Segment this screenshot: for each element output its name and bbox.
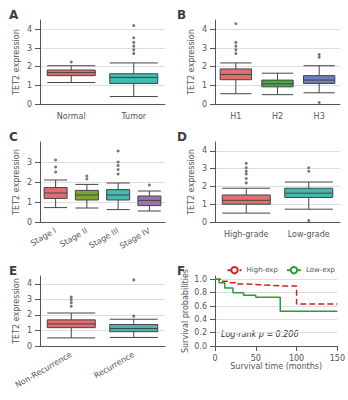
svg-text:0: 0: [27, 218, 32, 227]
svg-text:0: 0: [27, 100, 32, 109]
svg-text:TET2 expression: TET2 expression: [12, 29, 21, 96]
svg-text:4: 4: [202, 25, 207, 34]
svg-text:2: 2: [202, 62, 207, 71]
svg-text:H1: H1: [230, 112, 241, 121]
svg-text:Normal: Normal: [57, 112, 86, 121]
svg-text:0: 0: [212, 354, 217, 363]
svg-text:H3: H3: [314, 112, 325, 121]
svg-text:TET2 expression: TET2 expression: [187, 29, 196, 96]
svg-text:3: 3: [27, 295, 32, 304]
svg-text:0.4: 0.4: [194, 315, 207, 324]
svg-text:3: 3: [202, 164, 207, 173]
svg-text:Low-grade: Low-grade: [288, 230, 330, 239]
svg-text:Non-Recurrence: Non-Recurrence: [14, 350, 74, 390]
svg-text:Stage IV: Stage IV: [118, 226, 152, 251]
svg-text:0.2: 0.2: [194, 328, 207, 337]
svg-text:1: 1: [27, 326, 32, 335]
svg-text:0: 0: [202, 218, 207, 227]
svg-text:Survival time (months): Survival time (months): [230, 362, 322, 371]
svg-text:1: 1: [27, 81, 32, 90]
svg-text:TET2 expression: TET2 expression: [187, 149, 196, 216]
svg-text:4: 4: [27, 25, 32, 34]
svg-text:Low-exp: Low-exp: [306, 266, 336, 274]
svg-text:3: 3: [27, 158, 32, 167]
svg-text:0: 0: [202, 100, 207, 109]
svg-text:3: 3: [27, 44, 32, 53]
svg-text:B: B: [177, 8, 186, 22]
svg-text:High-grade: High-grade: [224, 230, 269, 239]
svg-text:C: C: [9, 130, 18, 144]
svg-text:1: 1: [202, 81, 207, 90]
svg-text:50: 50: [251, 354, 261, 363]
svg-text:0.6: 0.6: [194, 302, 207, 311]
svg-text:0.0: 0.0: [194, 342, 207, 351]
svg-text:4: 4: [202, 146, 207, 155]
svg-text:A: A: [9, 8, 19, 22]
svg-text:Stage I: Stage I: [29, 226, 58, 248]
svg-text:Stage III: Stage III: [88, 226, 121, 250]
svg-text:F: F: [177, 264, 185, 278]
svg-text:2: 2: [27, 310, 32, 319]
svg-text:2: 2: [27, 178, 32, 187]
svg-text:1.0: 1.0: [194, 275, 207, 284]
svg-text:H2: H2: [272, 112, 283, 121]
svg-text:TET2 expression: TET2 expression: [12, 278, 21, 345]
svg-text:Recurrence: Recurrence: [92, 350, 136, 380]
svg-text:Survival probabilities: Survival probabilities: [181, 269, 190, 353]
svg-text:E: E: [9, 264, 17, 278]
svg-text:High-exp: High-exp: [247, 266, 279, 274]
svg-text:Tumor: Tumor: [120, 112, 146, 121]
svg-text:TET2 expression: TET2 expression: [12, 149, 21, 216]
svg-text:100: 100: [289, 354, 304, 363]
svg-text:0.8: 0.8: [194, 288, 207, 297]
svg-text:2: 2: [27, 62, 32, 71]
svg-text:Log-rank p = 0.206: Log-rank p = 0.206: [221, 330, 299, 339]
svg-text:4: 4: [27, 279, 32, 288]
svg-text:1: 1: [27, 198, 32, 207]
svg-text:0: 0: [27, 342, 32, 351]
svg-text:1: 1: [202, 200, 207, 209]
svg-text:D: D: [177, 130, 187, 144]
svg-text:3: 3: [202, 44, 207, 53]
svg-text:150: 150: [330, 354, 345, 363]
svg-text:Stage II: Stage II: [58, 226, 89, 249]
svg-text:2: 2: [202, 182, 207, 191]
